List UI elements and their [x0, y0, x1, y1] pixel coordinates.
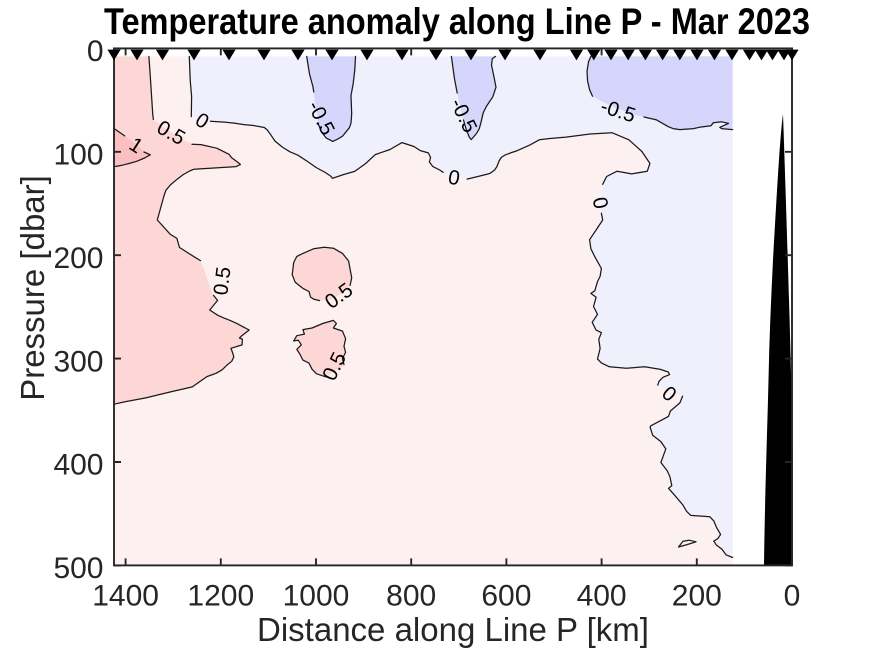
- svg-text:500: 500: [53, 552, 103, 585]
- svg-text:0.5: 0.5: [209, 265, 235, 296]
- svg-text:200: 200: [53, 242, 103, 275]
- svg-text:400: 400: [53, 449, 103, 482]
- svg-text:1200: 1200: [187, 580, 254, 613]
- svg-text:200: 200: [672, 580, 722, 613]
- svg-text:300: 300: [53, 345, 103, 378]
- svg-text:1400: 1400: [92, 580, 159, 613]
- svg-text:Temperature anomaly along Line: Temperature anomaly along Line P - Mar 2…: [104, 1, 810, 43]
- svg-text:600: 600: [481, 580, 531, 613]
- svg-text:0: 0: [588, 195, 613, 211]
- svg-text:Distance along Line P [km]: Distance along Line P [km]: [257, 611, 649, 648]
- svg-text:Pressure [dbar]: Pressure [dbar]: [14, 175, 51, 401]
- svg-text:1000: 1000: [283, 580, 350, 613]
- svg-text:400: 400: [577, 580, 627, 613]
- svg-text:0: 0: [87, 35, 104, 68]
- svg-text:800: 800: [386, 580, 436, 613]
- svg-text:0: 0: [446, 166, 461, 191]
- svg-text:0: 0: [784, 580, 801, 613]
- svg-text:100: 100: [53, 139, 103, 172]
